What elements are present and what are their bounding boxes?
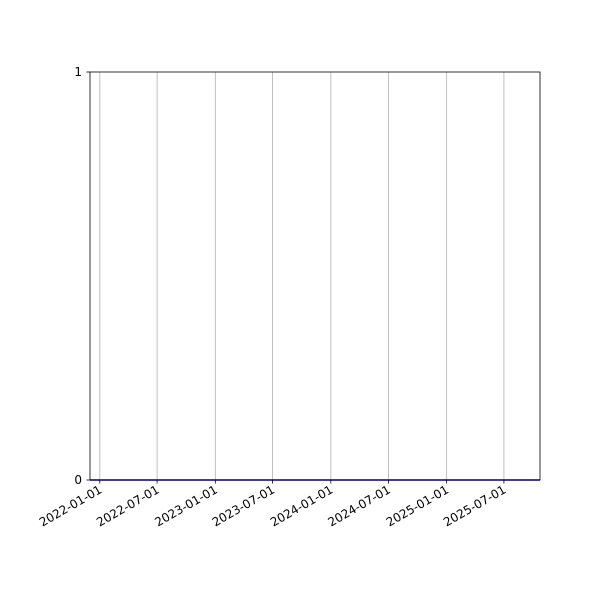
x-tick-label: 2025-07-01: [441, 482, 508, 529]
x-tick-label: 2024-07-01: [326, 482, 393, 529]
y-tick-label: 0: [74, 473, 82, 487]
x-tick-label: 2022-01-01: [37, 482, 104, 529]
plot-frame: [89, 71, 541, 481]
x-tick-label: 2023-07-01: [210, 482, 277, 529]
y-tick-label: 1: [74, 65, 82, 79]
x-tick-label: 2022-07-01: [94, 482, 161, 529]
x-tick-label: 2024-01-01: [268, 482, 335, 529]
x-tick-label: 2023-01-01: [152, 482, 219, 529]
x-tick-label: 2025-01-01: [384, 482, 451, 529]
